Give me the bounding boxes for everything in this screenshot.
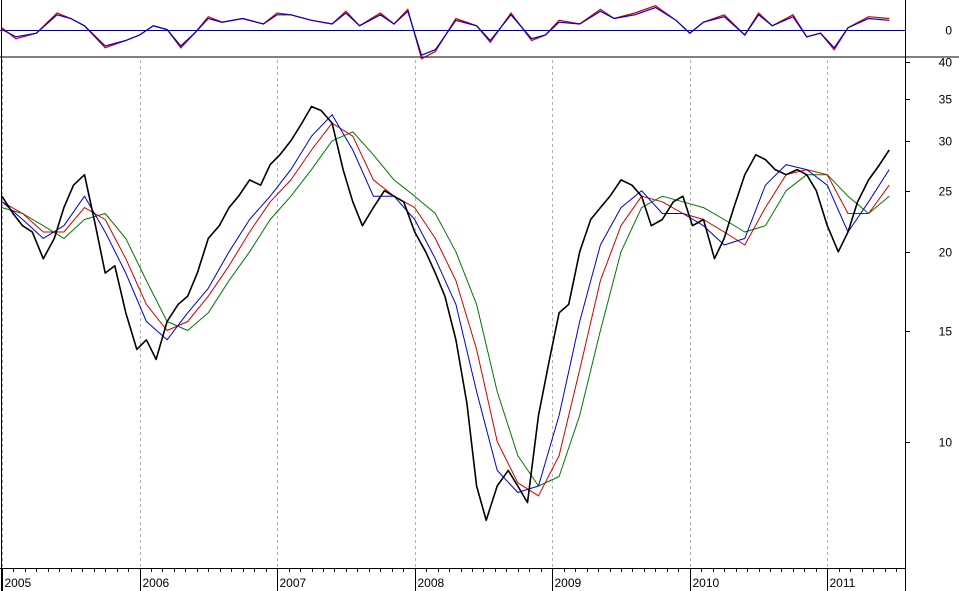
oscillator-series-0 xyxy=(1,5,890,60)
y-tick-label: 35 xyxy=(939,93,953,107)
x-tick-label: 2009 xyxy=(555,576,582,590)
oscillator-panel: 0 xyxy=(0,5,952,60)
y-tick-label: 15 xyxy=(939,325,953,339)
x-tick-label: 2006 xyxy=(143,576,170,590)
price-panel: 2005 2006 2007 2008 2009 2010 2011 10 15 20 25 30 35… xyxy=(1,56,953,591)
x-tick-label: 2005 xyxy=(5,576,32,590)
oscillator-tick-label: 0 xyxy=(945,24,952,38)
price-series-1 xyxy=(1,114,890,493)
x-tick-label: 2008 xyxy=(418,576,445,590)
y-tick-label: 25 xyxy=(939,185,953,199)
x-tick-label: 2010 xyxy=(693,576,720,590)
y-tick-label: 10 xyxy=(939,436,953,450)
price-series-0 xyxy=(1,105,890,522)
y-tick-label: 20 xyxy=(939,246,953,260)
x-tick-label: 2011 xyxy=(830,576,856,590)
y-tick-label: 30 xyxy=(939,135,953,149)
price-series-3 xyxy=(1,131,890,487)
price-series-2 xyxy=(1,122,890,497)
x-tick-label: 2007 xyxy=(280,576,307,590)
y-tick-label: 40 xyxy=(939,56,953,70)
oscillator-series-1 xyxy=(1,6,890,56)
